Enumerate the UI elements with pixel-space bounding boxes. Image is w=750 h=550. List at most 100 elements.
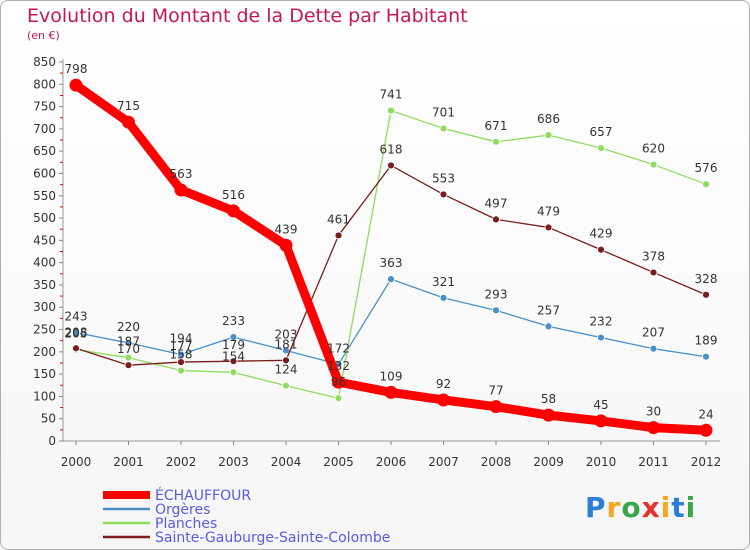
data-label: 553: [432, 171, 455, 185]
data-point: [439, 293, 448, 302]
data-point: [702, 180, 710, 189]
x-tick-label: 2001: [113, 455, 144, 469]
data-point: [174, 183, 188, 197]
data-point: [492, 306, 500, 315]
data-point: [544, 131, 553, 140]
data-label: 657: [590, 125, 613, 139]
y-tick-label: 850: [33, 55, 56, 69]
data-label: 618: [380, 142, 403, 156]
data-point: [124, 339, 133, 347]
y-tick-label: 300: [33, 300, 56, 314]
data-point: [492, 215, 500, 224]
y-tick-label: 400: [33, 256, 56, 270]
logo-letter: i: [685, 491, 697, 524]
data-point: [227, 204, 240, 218]
data-label: 798: [65, 62, 88, 76]
x-tick-label: 2009: [533, 455, 564, 469]
data-point: [122, 115, 135, 129]
data-point: [387, 275, 395, 284]
data-label: 92: [436, 377, 451, 391]
data-point: [69, 78, 83, 92]
y-tick-label: 450: [33, 233, 56, 247]
data-label: 741: [380, 88, 403, 102]
data-label: 363: [380, 256, 403, 270]
data-label: 194: [170, 331, 193, 345]
data-label: 701: [432, 105, 455, 119]
data-point: [492, 137, 500, 146]
data-point: [177, 358, 185, 366]
data-point: [702, 290, 710, 299]
x-tick-label: 2005: [323, 455, 354, 469]
data-label: 177: [170, 339, 193, 353]
data-point: [699, 423, 713, 437]
data-label: 45: [593, 398, 608, 412]
legend-label-2: Orgères: [155, 502, 210, 518]
data-label: 321: [432, 275, 455, 289]
data-label: 207: [642, 326, 665, 340]
data-point: [594, 414, 608, 428]
data-label: 109: [380, 369, 403, 383]
data-label: 328: [695, 272, 718, 286]
legend-label-4: Sainte-Gauburge-Sainte-Colombe: [155, 530, 390, 546]
data-point: [279, 238, 293, 252]
data-point: [334, 394, 343, 403]
logo-letter: i: [660, 491, 672, 524]
chart-title: Evolution du Montant de la Dette par Hab…: [27, 5, 468, 27]
data-point: [649, 160, 658, 169]
data-point: [387, 106, 395, 115]
data-label: 96: [331, 375, 346, 389]
data-label: 189: [695, 334, 718, 348]
data-point: [282, 356, 290, 365]
x-tick-label: 2002: [166, 455, 197, 469]
data-label: 158: [170, 348, 193, 362]
data-point: [542, 408, 555, 422]
data-point: [597, 245, 605, 254]
data-label: 378: [642, 249, 665, 263]
legend-label-1: ÉCHAUFFOUR: [155, 487, 251, 504]
data-point: [597, 333, 605, 342]
logo-letter: o: [621, 491, 642, 524]
data-point: [177, 350, 185, 359]
y-tick-label: 700: [33, 122, 56, 136]
x-tick-label: 2008: [481, 455, 512, 469]
data-label: 187: [117, 335, 140, 349]
data-label: 233: [222, 314, 245, 328]
data-label: 293: [485, 287, 508, 301]
x-tick-label: 2011: [638, 455, 669, 469]
logo-letter: r: [606, 491, 622, 524]
data-label: 461: [327, 212, 350, 226]
data-point: [647, 421, 660, 435]
data-point: [387, 161, 395, 170]
data-label: 671: [485, 119, 508, 133]
legend-label-3: Planches: [155, 516, 217, 532]
x-tick-label: 2006: [376, 455, 407, 469]
data-point: [489, 400, 503, 414]
data-point: [282, 381, 290, 390]
proxiti-logo: Proxiti: [585, 491, 696, 524]
y-tick-label: 750: [33, 100, 56, 114]
data-label: 132: [327, 359, 350, 373]
data-point: [229, 368, 238, 377]
y-tick-label: 550: [33, 189, 56, 203]
y-tick-label: 800: [33, 77, 56, 91]
data-label: 77: [488, 384, 503, 398]
data-label: 620: [642, 142, 665, 156]
y-tick-label: 0: [48, 434, 56, 448]
y-tick-label: 250: [33, 323, 56, 337]
data-point: [649, 344, 658, 353]
y-tick-label: 350: [33, 278, 56, 292]
data-label: 170: [117, 342, 140, 356]
data-label: 243: [65, 310, 88, 324]
x-tick-label: 2004: [271, 455, 302, 469]
data-point: [439, 124, 448, 133]
y-tick-label: 500: [33, 211, 56, 225]
data-point: [384, 385, 398, 399]
data-label: 181: [275, 337, 298, 351]
data-label: 479: [537, 204, 560, 218]
data-point: [544, 322, 553, 331]
data-label: 257: [537, 303, 560, 317]
data-label: 30: [646, 405, 661, 419]
data-point: [124, 353, 133, 362]
data-label: 58: [541, 392, 556, 406]
